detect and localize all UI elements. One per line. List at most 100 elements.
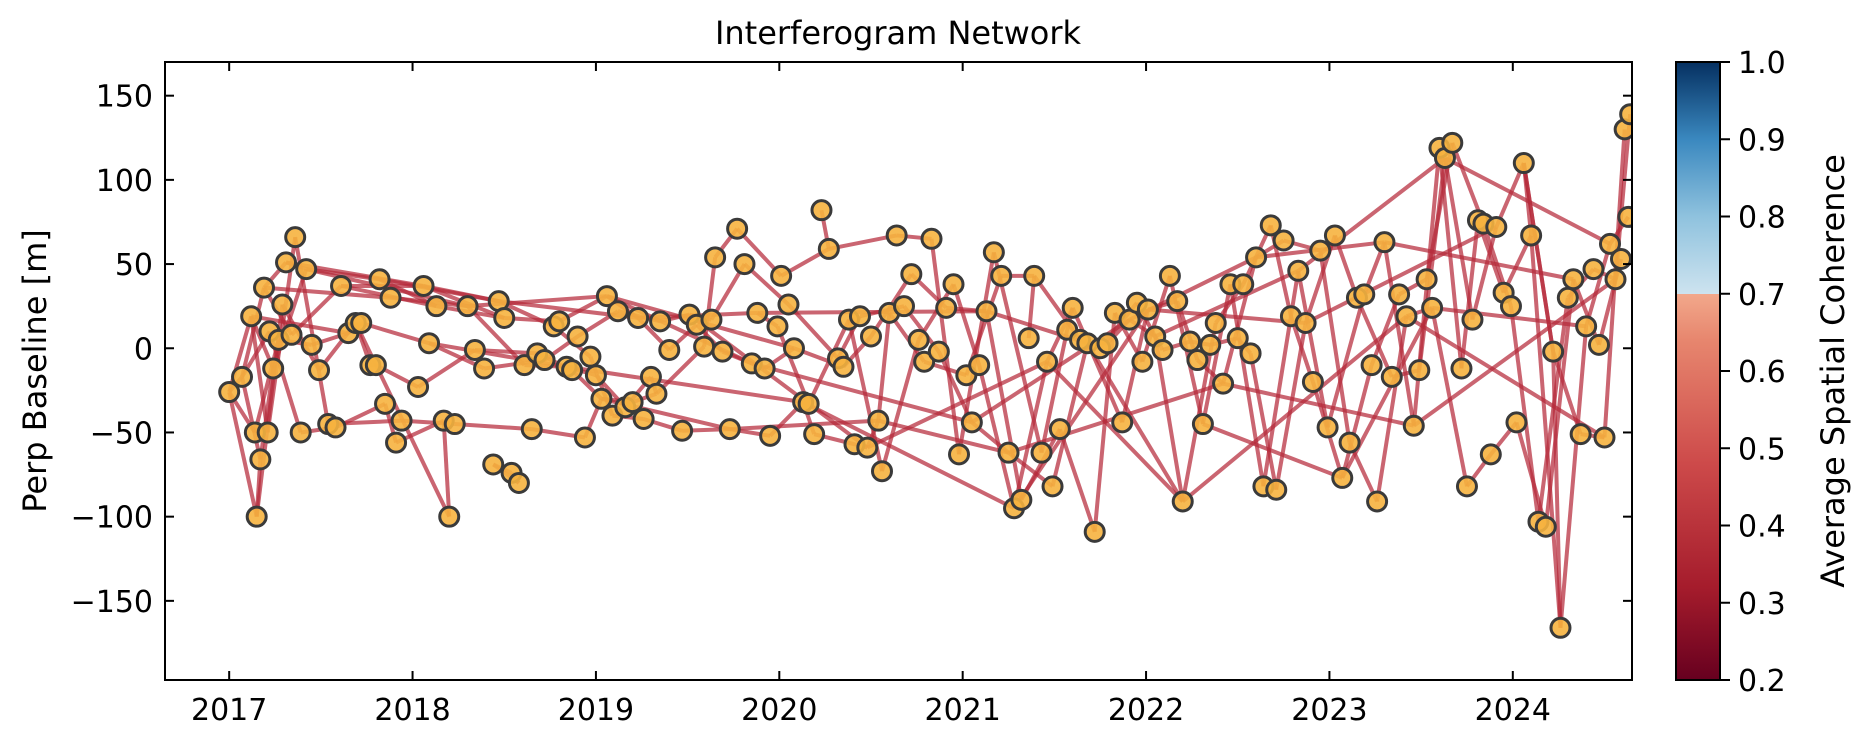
acquisition-node [284,226,307,249]
acquisition-node [856,436,879,459]
acquisition-node [797,392,820,415]
acquisition-node [218,381,241,404]
acquisition-node [1353,283,1376,306]
acquisition-node [262,357,285,380]
acquisition-node [1619,103,1632,126]
acquisition-node [645,382,668,405]
acquisition-node [425,295,448,318]
network-edge [866,359,1048,450]
acquisition-node [1331,466,1354,489]
network-edge [984,310,1024,501]
network-edge [1289,315,1315,383]
colorbar-ticks: 0.2 0.3 0.4 0.5 0.6 0.7 0.8 0.9 1.0 [1720,46,1786,699]
network-edge [977,364,1016,509]
x-tick-label: 2024 [1475,693,1551,728]
acquisition-node [1485,216,1508,239]
acquisition-node [289,421,312,444]
network-edge [1045,360,1185,503]
acquisition-node [482,453,505,476]
acquisition-node [990,264,1013,287]
network-edge [1012,361,1049,509]
acquisition-node [1617,205,1632,228]
network-edge [1437,147,1464,369]
network-edge [1412,277,1617,428]
acquisition-node [859,325,882,348]
acquisition-node [324,416,347,439]
colorbar-tick-label: 0.7 [1738,278,1786,313]
acquisition-node [1131,350,1154,373]
network-edge [360,321,430,346]
acquisition-node [1366,490,1389,513]
acquisition-node [548,310,571,333]
acquisition-node [533,349,556,372]
acquisition-node [733,253,756,276]
network-edge [1384,240,1574,282]
network-edge [1521,162,1556,352]
acquisition-node [803,423,826,446]
network-edge [1147,307,1306,326]
acquisition-node [1272,229,1295,252]
network-edge [1222,381,1415,428]
acquisition-node [693,335,716,358]
network-edge [416,348,476,389]
acquisition-node [1017,327,1040,350]
x-tick-label: 2022 [1108,693,1184,728]
acquisition-node [711,340,734,363]
acquisition-node [240,305,263,328]
network-edge [263,285,391,300]
colorbar-label: Average Spatial Coherence [1814,154,1851,588]
acquisition-node [256,421,279,444]
acquisition-node [982,241,1005,264]
acquisition-node [1061,296,1084,319]
acquisition-node [766,315,789,338]
network-edge [1431,305,1587,329]
acquisition-node [300,333,323,356]
acquisition-node [1023,264,1046,287]
acquisition-node [817,237,840,260]
acquisition-node [1191,413,1214,436]
acquisition-node [718,418,741,441]
acquisition-node [385,431,408,454]
acquisition-node [942,273,965,296]
acquisition-node [770,264,793,287]
acquisition-node [1287,259,1310,282]
network-edge [1405,314,1606,440]
acquisition-node [245,505,268,528]
network-edge [1459,220,1480,369]
acquisition-node [935,296,958,319]
acquisition-node [1402,414,1425,437]
acquisition-node [350,312,373,335]
network-edge [441,420,452,517]
acquisition-node [948,443,971,466]
network-edge [1154,268,1300,339]
acquisition-node [907,328,930,351]
colorbar: 0.2 0.3 0.4 0.5 0.6 0.7 0.8 0.9 1.0 Average Spat… [1675,46,1851,699]
acquisition-node [704,246,727,269]
network-edge [1070,307,1125,424]
acquisition-node [1179,330,1202,353]
y-tick-label: −100 [71,501,153,536]
network-edge [1529,235,1563,628]
acquisition-node [1030,441,1053,464]
acquisition-node [271,293,294,316]
y-tick-label: 50 [115,248,153,283]
acquisition-node [507,471,530,494]
acquisition-node [1534,515,1557,538]
acquisition-node [308,359,331,382]
y-axis-label-group: Perp Baseline [m] [16,229,54,512]
acquisition-node [520,418,543,441]
network-edge [1304,225,1498,325]
network-edge [655,345,706,396]
acquisition-node [1604,268,1627,291]
network-edge [688,312,869,450]
network-edge [751,361,973,425]
acquisition-node [832,355,855,378]
network-edge [1140,275,1172,363]
acquisition-node [1151,338,1174,361]
acquisition-node [1323,224,1346,247]
acquisition-node [960,411,983,434]
acquisition-node [621,391,644,414]
acquisition-node [249,448,272,471]
acquisition-node [1232,273,1255,296]
